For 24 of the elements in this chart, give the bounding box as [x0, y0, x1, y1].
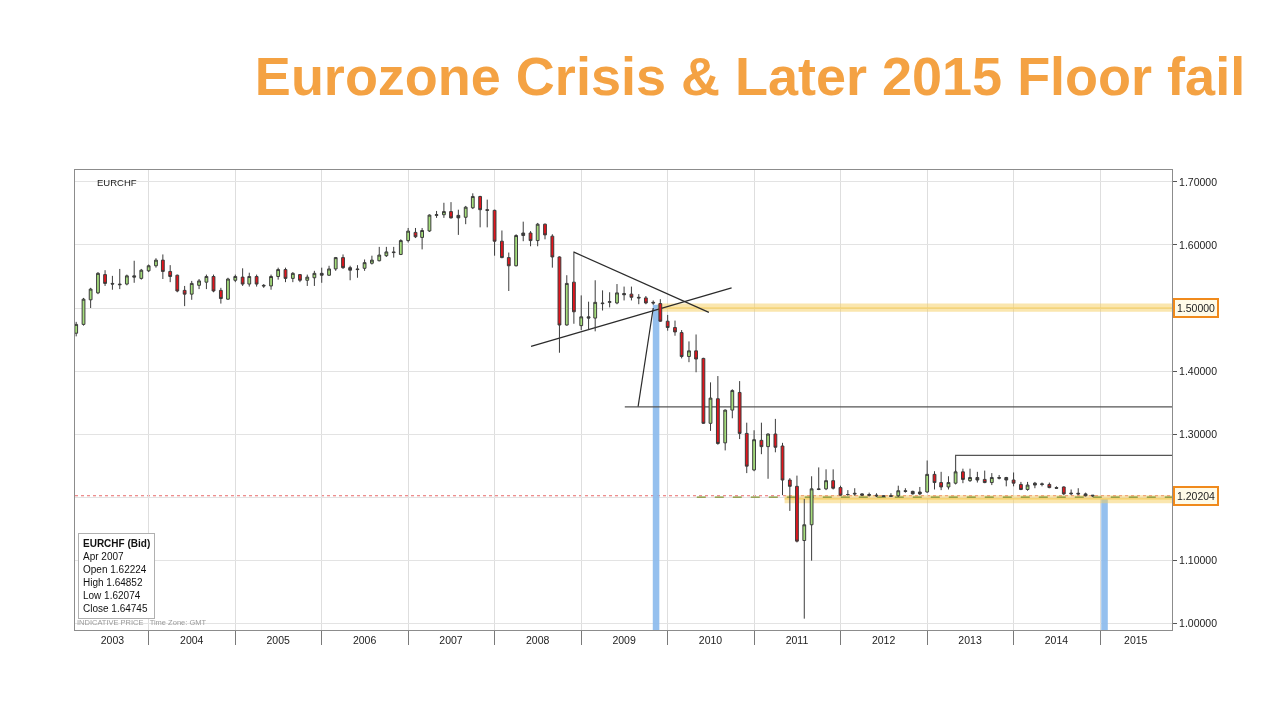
- x-tick-label: 2005: [266, 633, 290, 646]
- y-tick-label: 1.30000: [1179, 427, 1218, 440]
- y-tick-label: 1.70000: [1179, 175, 1218, 188]
- x-tick-label: 2014: [1044, 633, 1069, 646]
- x-tick-label: 2015: [1124, 633, 1148, 646]
- y-tick-label: 1.10000: [1179, 553, 1218, 566]
- x-tick-label: 2003: [100, 633, 125, 646]
- annotation: EURCHF: [97, 177, 137, 188]
- chart-title: Eurozone Crisis & Later 2015 Floor fail: [254, 45, 1246, 106]
- x-tick-label: 2010: [698, 633, 723, 646]
- y-tick-label: 1.00000: [1179, 616, 1218, 629]
- x-tick-label: 2006: [352, 633, 377, 646]
- x-tick-label: 2007: [439, 633, 463, 646]
- x-tick-label: 2011: [785, 633, 809, 646]
- ref-line-label: 1.20204: [1177, 490, 1216, 502]
- x-tick-label: 2004: [180, 633, 204, 646]
- y-tick-label: 1.60000: [1179, 238, 1218, 251]
- x-tick-label: 2009: [612, 633, 636, 646]
- y-tick-label: 1.40000: [1179, 364, 1218, 377]
- annotation: EURCHF (Bid) Apr 2007 Open 1.62224 High 1.64852 Low 1.62074 Close 1.64745: [83, 538, 151, 614]
- annotation: 1.50000: [1177, 302, 1216, 314]
- x-tick-label: 2013: [958, 633, 982, 646]
- x-tick-label: 2008: [525, 633, 550, 646]
- x-tick-label: 2012: [871, 633, 896, 646]
